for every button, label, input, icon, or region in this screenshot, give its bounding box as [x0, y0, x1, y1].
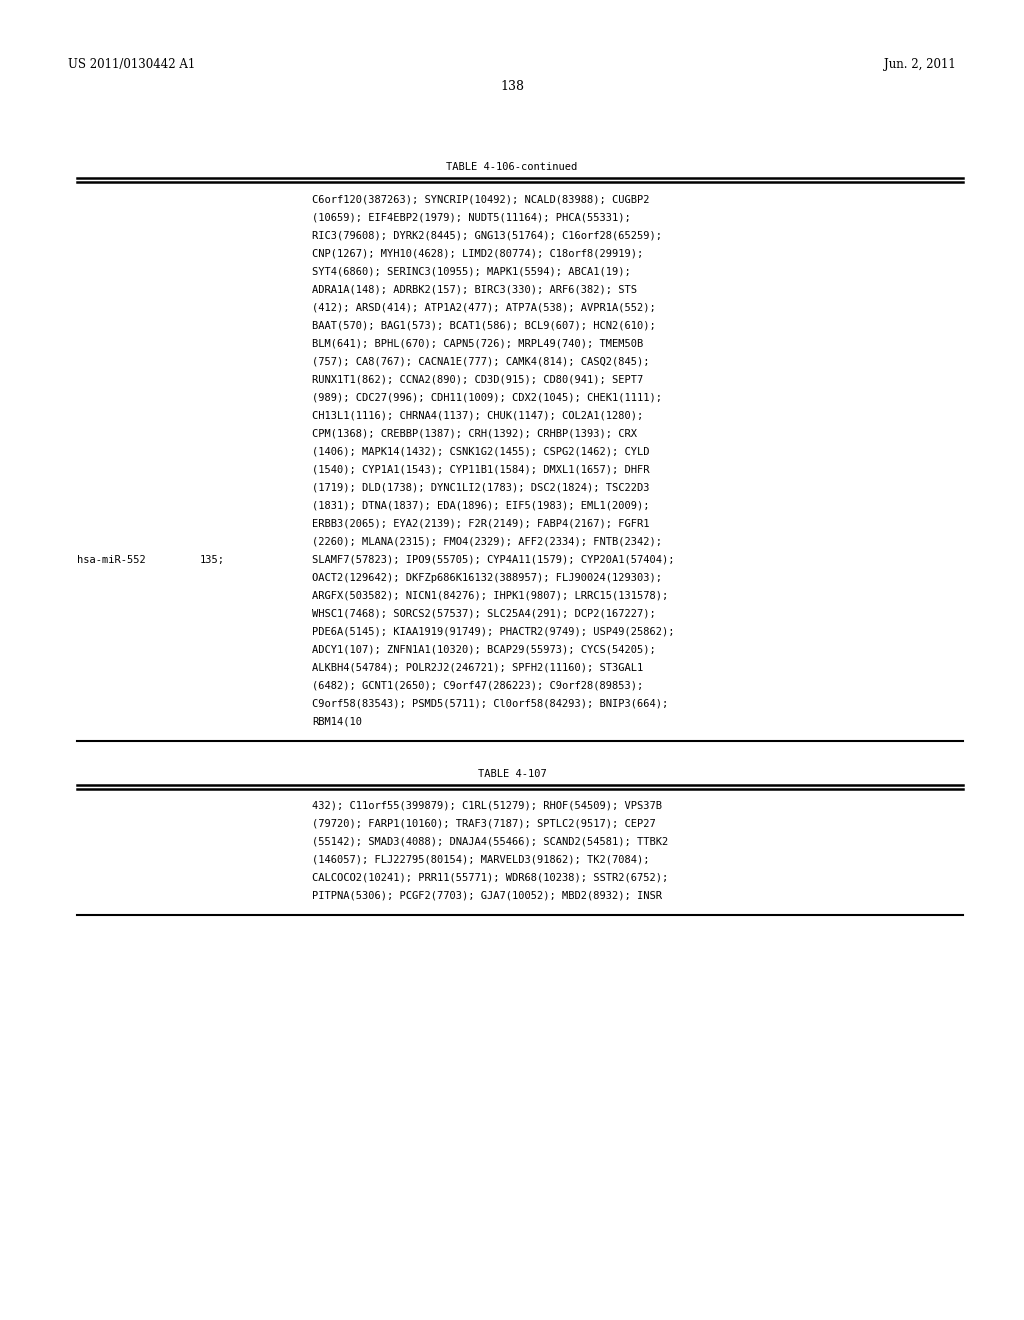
Text: (2260); MLANA(2315); FMO4(2329); AFF2(2334); FNTB(2342);: (2260); MLANA(2315); FMO4(2329); AFF2(23… [312, 537, 663, 546]
Text: RBM14(10: RBM14(10 [312, 717, 362, 727]
Text: (1540); CYP1A1(1543); CYP11B1(1584); DMXL1(1657); DHFR: (1540); CYP1A1(1543); CYP11B1(1584); DMX… [312, 465, 650, 475]
Text: (989); CDC27(996); CDH11(1009); CDX2(1045); CHEK1(1111);: (989); CDC27(996); CDH11(1009); CDX2(104… [312, 393, 663, 403]
Text: PDE6A(5145); KIAA1919(91749); PHACTR2(9749); USP49(25862);: PDE6A(5145); KIAA1919(91749); PHACTR2(97… [312, 627, 675, 638]
Text: CH13L1(1116); CHRNA4(1137); CHUK(1147); COL2A1(1280);: CH13L1(1116); CHRNA4(1137); CHUK(1147); … [312, 411, 643, 421]
Text: US 2011/0130442 A1: US 2011/0130442 A1 [68, 58, 196, 71]
Text: (146057); FLJ22795(80154); MARVELD3(91862); TK2(7084);: (146057); FLJ22795(80154); MARVELD3(9186… [312, 855, 650, 865]
Text: CNP(1267); MYH10(4628); LIMD2(80774); C18orf8(29919);: CNP(1267); MYH10(4628); LIMD2(80774); C1… [312, 249, 643, 259]
Text: (79720); FARP1(10160); TRAF3(7187); SPTLC2(9517); CEP27: (79720); FARP1(10160); TRAF3(7187); SPTL… [312, 818, 656, 829]
Text: 432); C11orf55(399879); C1RL(51279); RHOF(54509); VPS37B: 432); C11orf55(399879); C1RL(51279); RHO… [312, 801, 663, 810]
Text: (757); CA8(767); CACNA1E(777); CAMK4(814); CASQ2(845);: (757); CA8(767); CACNA1E(777); CAMK4(814… [312, 356, 650, 367]
Text: 135;: 135; [200, 554, 224, 565]
Text: (10659); EIF4EBP2(1979); NUDT5(11164); PHCA(55331);: (10659); EIF4EBP2(1979); NUDT5(11164); P… [312, 213, 631, 223]
Text: TABLE 4-107: TABLE 4-107 [477, 770, 547, 779]
Text: SYT4(6860); SERINC3(10955); MAPK1(5594); ABCA1(19);: SYT4(6860); SERINC3(10955); MAPK1(5594);… [312, 267, 631, 277]
Text: (55142); SMAD3(4088); DNAJA4(55466); SCAND2(54581); TTBK2: (55142); SMAD3(4088); DNAJA4(55466); SCA… [312, 837, 669, 847]
Text: WHSC1(7468); SORCS2(57537); SLC25A4(291); DCP2(167227);: WHSC1(7468); SORCS2(57537); SLC25A4(291)… [312, 609, 656, 619]
Text: RIC3(79608); DYRK2(8445); GNG13(51764); C16orf28(65259);: RIC3(79608); DYRK2(8445); GNG13(51764); … [312, 231, 663, 242]
Text: TABLE 4-106-continued: TABLE 4-106-continued [446, 162, 578, 172]
Text: Jun. 2, 2011: Jun. 2, 2011 [885, 58, 956, 71]
Text: OACT2(129642); DKFZp686K16132(388957); FLJ90024(129303);: OACT2(129642); DKFZp686K16132(388957); F… [312, 573, 663, 583]
Text: (6482); GCNT1(2650); C9orf47(286223); C9orf28(89853);: (6482); GCNT1(2650); C9orf47(286223); C9… [312, 681, 643, 690]
Text: C6orf120(387263); SYNCRIP(10492); NCALD(83988); CUGBP2: C6orf120(387263); SYNCRIP(10492); NCALD(… [312, 195, 650, 205]
Text: CPM(1368); CREBBP(1387); CRH(1392); CRHBP(1393); CRX: CPM(1368); CREBBP(1387); CRH(1392); CRHB… [312, 429, 637, 440]
Text: ADRA1A(148); ADRBK2(157); BIRC3(330); ARF6(382); STS: ADRA1A(148); ADRBK2(157); BIRC3(330); AR… [312, 285, 637, 294]
Text: ARGFX(503582); NICN1(84276); IHPK1(9807); LRRC15(131578);: ARGFX(503582); NICN1(84276); IHPK1(9807)… [312, 591, 669, 601]
Text: (1831); DTNA(1837); EDA(1896); EIF5(1983); EML1(2009);: (1831); DTNA(1837); EDA(1896); EIF5(1983… [312, 502, 650, 511]
Text: hsa-miR-552: hsa-miR-552 [77, 554, 145, 565]
Text: 138: 138 [500, 81, 524, 92]
Text: RUNX1T1(862); CCNA2(890); CD3D(915); CD80(941); SEPT7: RUNX1T1(862); CCNA2(890); CD3D(915); CD8… [312, 375, 643, 385]
Text: SLAMF7(57823); IPO9(55705); CYP4A11(1579); CYP20A1(57404);: SLAMF7(57823); IPO9(55705); CYP4A11(1579… [312, 554, 675, 565]
Text: CALCOCO2(10241); PRR11(55771); WDR68(10238); SSTR2(6752);: CALCOCO2(10241); PRR11(55771); WDR68(102… [312, 873, 669, 883]
Text: (412); ARSD(414); ATP1A2(477); ATP7A(538); AVPR1A(552);: (412); ARSD(414); ATP1A2(477); ATP7A(538… [312, 304, 656, 313]
Text: BAAT(570); BAG1(573); BCAT1(586); BCL9(607); HCN2(610);: BAAT(570); BAG1(573); BCAT1(586); BCL9(6… [312, 321, 656, 331]
Text: (1719); DLD(1738); DYNC1LI2(1783); DSC2(1824); TSC22D3: (1719); DLD(1738); DYNC1LI2(1783); DSC2(… [312, 483, 650, 492]
Text: (1406); MAPK14(1432); CSNK1G2(1455); CSPG2(1462); CYLD: (1406); MAPK14(1432); CSNK1G2(1455); CSP… [312, 447, 650, 457]
Text: C9orf58(83543); PSMD5(5711); Cl0orf58(84293); BNIP3(664);: C9orf58(83543); PSMD5(5711); Cl0orf58(84… [312, 700, 669, 709]
Text: PITPNA(5306); PCGF2(7703); GJA7(10052); MBD2(8932); INSR: PITPNA(5306); PCGF2(7703); GJA7(10052); … [312, 891, 663, 902]
Text: ADCY1(107); ZNFN1A1(10320); BCAP29(55973); CYCS(54205);: ADCY1(107); ZNFN1A1(10320); BCAP29(55973… [312, 645, 656, 655]
Text: ALKBH4(54784); POLR2J2(246721); SPFH2(11160); ST3GAL1: ALKBH4(54784); POLR2J2(246721); SPFH2(11… [312, 663, 643, 673]
Text: ERBB3(2065); EYA2(2139); F2R(2149); FABP4(2167); FGFR1: ERBB3(2065); EYA2(2139); F2R(2149); FABP… [312, 519, 650, 529]
Text: BLM(641); BPHL(670); CAPN5(726); MRPL49(740); TMEM50B: BLM(641); BPHL(670); CAPN5(726); MRPL49(… [312, 339, 643, 348]
